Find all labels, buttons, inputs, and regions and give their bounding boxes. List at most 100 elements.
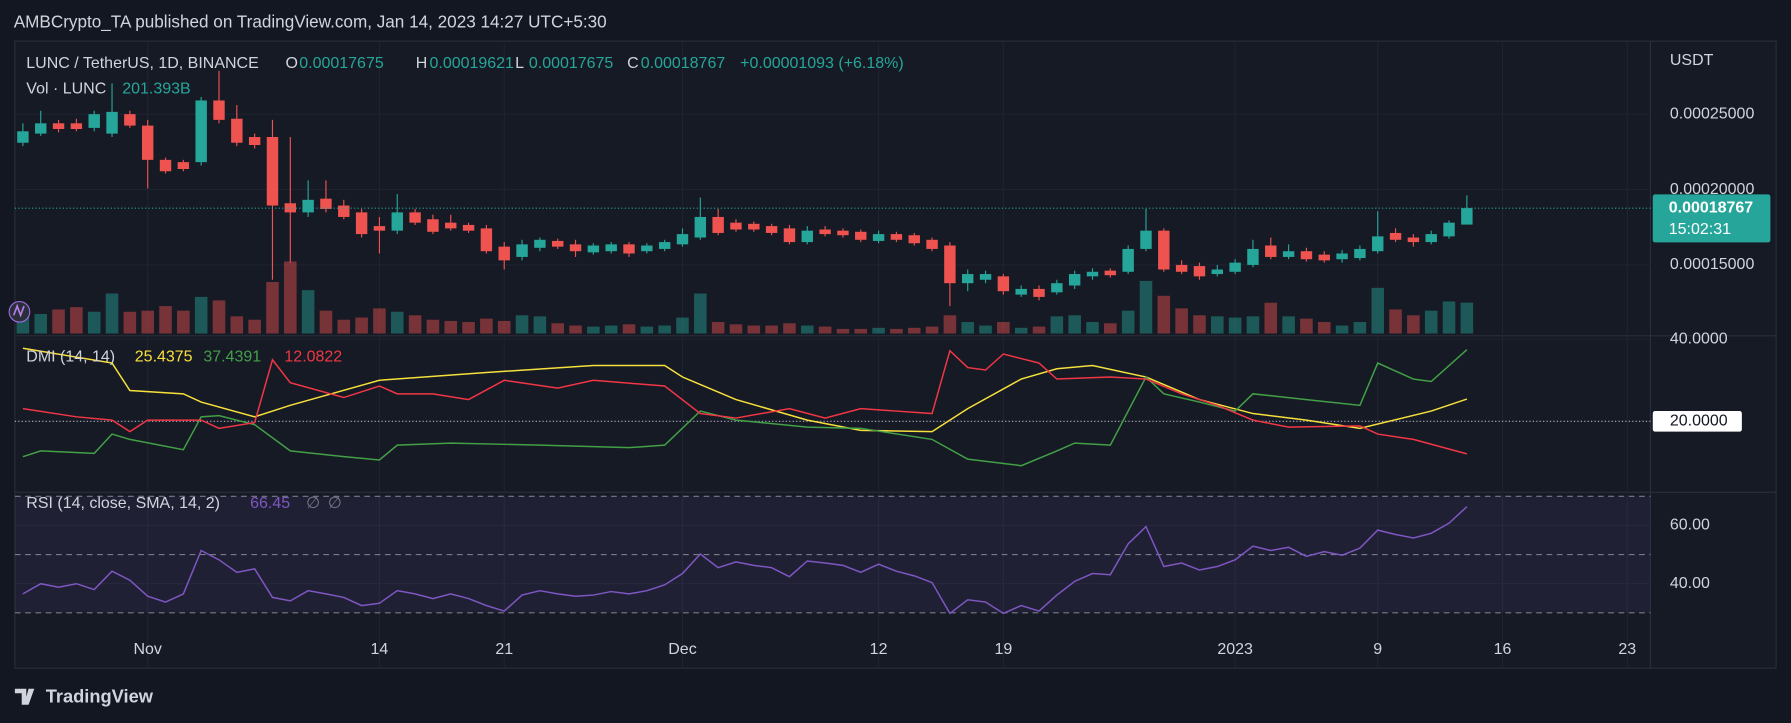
volume-bar bbox=[319, 310, 333, 334]
volume-bar bbox=[1246, 316, 1260, 334]
volume-value: 201.393B bbox=[122, 80, 190, 97]
candle-body bbox=[605, 244, 617, 252]
candle-body bbox=[266, 137, 279, 206]
x-tick-label: 12 bbox=[870, 641, 888, 658]
candle-body bbox=[658, 242, 671, 249]
candle-body bbox=[694, 216, 707, 238]
volume-bar bbox=[230, 316, 244, 334]
publisher: AMBCrypto_TA published on TradingView.co… bbox=[14, 11, 607, 31]
candle-body bbox=[1086, 271, 1099, 277]
candle-body bbox=[1389, 232, 1402, 240]
volume-bar bbox=[1086, 322, 1099, 334]
volume-bar bbox=[765, 325, 778, 334]
ohlc-letter: C bbox=[627, 55, 639, 72]
ohlc-value: 0.00019621 bbox=[429, 55, 514, 72]
ohlc-letter: O bbox=[286, 55, 298, 72]
rsi-extra: ∅ bbox=[306, 495, 320, 512]
volume-bar bbox=[711, 322, 725, 334]
volume-bar bbox=[426, 319, 440, 334]
x-tick-label: Dec bbox=[668, 641, 696, 658]
volume-bar bbox=[87, 311, 101, 334]
volume-bar bbox=[266, 282, 279, 334]
candle-body bbox=[177, 162, 190, 169]
candle-body bbox=[962, 274, 974, 284]
volume-bar bbox=[194, 296, 208, 334]
candle-body bbox=[1104, 270, 1117, 276]
volume-bar bbox=[408, 315, 422, 334]
ohlc-letter: L bbox=[515, 55, 524, 72]
ohlc-value: 0.00018767 bbox=[641, 55, 726, 72]
volume-bar bbox=[52, 309, 65, 334]
x-tick-label: Nov bbox=[133, 641, 161, 658]
volume-bar bbox=[1424, 310, 1438, 334]
adx-value: 25.4375 bbox=[135, 349, 193, 366]
candle-body bbox=[1443, 222, 1455, 237]
volume-bar bbox=[658, 325, 671, 334]
change: +0.00001093 (+6.18%) bbox=[740, 55, 904, 72]
candle-body bbox=[926, 239, 938, 249]
candle-body bbox=[1247, 248, 1259, 265]
volume-bar bbox=[301, 290, 315, 334]
candle-body bbox=[801, 230, 813, 243]
candle-body bbox=[765, 226, 778, 233]
footer-brand: TradingView bbox=[46, 686, 154, 707]
dmi-line bbox=[22, 349, 1468, 467]
volume-bar bbox=[212, 300, 226, 334]
y-tick-label: 0.00025000 bbox=[1670, 105, 1755, 122]
volume-bar bbox=[515, 315, 529, 334]
volume-bar bbox=[1014, 327, 1028, 334]
candle-body bbox=[1140, 230, 1152, 249]
volume-bar bbox=[1300, 318, 1313, 334]
candle-body bbox=[373, 226, 386, 231]
volume-bar bbox=[925, 326, 939, 334]
rsi-value: 66.45 bbox=[250, 495, 290, 512]
candle-body bbox=[944, 245, 956, 284]
x-tick-label: 21 bbox=[495, 641, 513, 658]
candle-body bbox=[890, 234, 903, 240]
candle-body bbox=[159, 159, 172, 172]
candle-body bbox=[1372, 236, 1384, 252]
candle-body bbox=[338, 205, 350, 217]
volume-bar bbox=[70, 307, 83, 334]
volume-bar bbox=[640, 326, 654, 334]
candle-body bbox=[284, 203, 297, 213]
volume-bar bbox=[818, 326, 832, 334]
x-tick-label: 19 bbox=[994, 641, 1012, 658]
candle-body bbox=[516, 244, 528, 257]
volume-bar bbox=[248, 319, 261, 334]
candle-body bbox=[819, 229, 831, 235]
candle-body bbox=[1193, 266, 1206, 277]
volume-bar bbox=[943, 315, 957, 334]
volume-bar bbox=[1442, 301, 1456, 334]
symbol-title: LUNC / TetherUS, 1D, BINANCE bbox=[26, 55, 258, 72]
candle-body bbox=[462, 224, 475, 231]
x-tick-label: 23 bbox=[1618, 641, 1636, 658]
candle-body bbox=[141, 125, 154, 160]
volume-bar bbox=[123, 311, 137, 334]
y-tick-label: 40.00 bbox=[1670, 575, 1710, 592]
candle-body bbox=[1175, 264, 1188, 272]
volume-bar bbox=[1335, 325, 1349, 334]
candle-body bbox=[1354, 248, 1366, 259]
candle-body bbox=[872, 234, 885, 241]
candle-body bbox=[712, 216, 724, 233]
volume-bar bbox=[676, 317, 689, 334]
volume-bar bbox=[337, 319, 351, 334]
candle-body bbox=[1033, 288, 1045, 297]
y-tick-label: 40.0000 bbox=[1670, 330, 1728, 347]
volume-bar bbox=[355, 317, 368, 334]
volume-bar bbox=[997, 322, 1010, 334]
volume-bar bbox=[480, 318, 493, 334]
candle-body bbox=[1425, 234, 1437, 243]
candle-body bbox=[231, 118, 243, 143]
candle-body bbox=[1158, 230, 1170, 270]
indicator-icon-glyph bbox=[12, 303, 25, 318]
price-unit: USDT bbox=[1670, 52, 1714, 69]
candle-body bbox=[908, 235, 920, 244]
candle-body bbox=[837, 230, 849, 236]
candle-body bbox=[17, 131, 29, 143]
volume-bar bbox=[569, 325, 582, 334]
candle-body bbox=[569, 244, 582, 252]
candle-body bbox=[320, 198, 332, 209]
